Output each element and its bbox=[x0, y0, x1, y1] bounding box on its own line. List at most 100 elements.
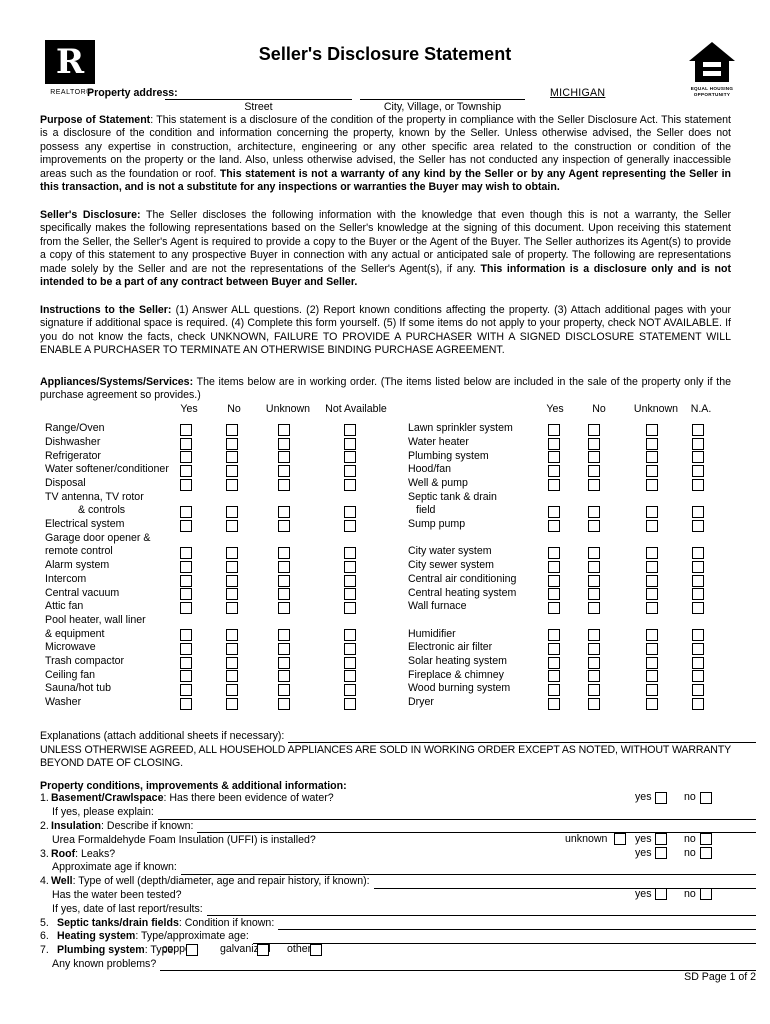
right-appliance-checkbox[interactable] bbox=[692, 519, 704, 532]
right-appliance-checkbox[interactable] bbox=[646, 560, 658, 573]
left-appliance-checkbox[interactable] bbox=[180, 697, 192, 710]
right-appliance-checkbox[interactable] bbox=[692, 684, 704, 697]
left-appliance-checkbox[interactable] bbox=[226, 684, 238, 697]
right-appliance-checkbox[interactable] bbox=[646, 451, 658, 464]
city-field[interactable] bbox=[360, 87, 525, 100]
insulation-describe-field[interactable] bbox=[197, 832, 756, 834]
left-appliance-checkbox[interactable] bbox=[278, 547, 290, 560]
left-appliance-checkbox[interactable] bbox=[344, 437, 356, 450]
right-appliance-checkbox[interactable] bbox=[588, 656, 600, 669]
left-appliance-checkbox[interactable] bbox=[278, 465, 290, 478]
right-appliance-checkbox[interactable] bbox=[692, 656, 704, 669]
left-appliance-checkbox[interactable] bbox=[278, 588, 290, 601]
left-appliance-checkbox[interactable] bbox=[180, 424, 192, 436]
right-appliance-checkbox[interactable] bbox=[548, 684, 560, 697]
left-appliance-checkbox[interactable] bbox=[226, 560, 238, 573]
street-field[interactable] bbox=[165, 87, 352, 100]
right-appliance-checkbox[interactable] bbox=[588, 519, 600, 532]
left-appliance-checkbox[interactable] bbox=[226, 588, 238, 601]
left-appliance-checkbox[interactable] bbox=[278, 643, 290, 655]
right-appliance-checkbox[interactable] bbox=[646, 643, 658, 655]
left-appliance-checkbox[interactable] bbox=[226, 643, 238, 655]
left-appliance-checkbox[interactable] bbox=[226, 519, 238, 532]
left-appliance-checkbox[interactable] bbox=[180, 574, 192, 587]
right-appliance-checkbox[interactable] bbox=[646, 574, 658, 587]
right-appliance-checkbox[interactable] bbox=[588, 465, 600, 478]
right-appliance-checkbox[interactable] bbox=[692, 451, 704, 464]
right-appliance-checkbox[interactable] bbox=[548, 670, 560, 683]
right-appliance-checkbox[interactable] bbox=[548, 478, 560, 491]
left-appliance-checkbox[interactable] bbox=[226, 697, 238, 710]
roof-leaks-yes-checkbox[interactable] bbox=[655, 846, 667, 859]
right-appliance-checkbox[interactable] bbox=[646, 424, 658, 436]
right-appliance-checkbox[interactable] bbox=[692, 601, 704, 614]
septic-condition-field[interactable] bbox=[278, 928, 756, 930]
left-appliance-checkbox[interactable] bbox=[344, 519, 356, 532]
right-appliance-checkbox[interactable] bbox=[588, 437, 600, 450]
right-appliance-checkbox[interactable] bbox=[646, 588, 658, 601]
plumbing-other-checkbox[interactable] bbox=[310, 943, 322, 956]
right-appliance-checkbox[interactable] bbox=[588, 588, 600, 601]
left-appliance-checkbox[interactable] bbox=[278, 451, 290, 464]
water-tested-yes-checkbox[interactable] bbox=[655, 888, 667, 901]
left-appliance-checkbox[interactable] bbox=[278, 601, 290, 614]
left-appliance-checkbox[interactable] bbox=[278, 670, 290, 683]
left-appliance-checkbox[interactable] bbox=[278, 437, 290, 450]
left-appliance-checkbox[interactable] bbox=[344, 670, 356, 683]
left-appliance-checkbox[interactable] bbox=[180, 519, 192, 532]
plumbing-copper-checkbox[interactable] bbox=[186, 943, 198, 956]
left-appliance-checkbox[interactable] bbox=[180, 670, 192, 683]
left-appliance-checkbox[interactable] bbox=[226, 547, 238, 560]
left-appliance-checkbox[interactable] bbox=[278, 684, 290, 697]
left-appliance-checkbox[interactable] bbox=[226, 437, 238, 450]
explanations-field[interactable] bbox=[288, 742, 756, 743]
right-appliance-checkbox[interactable] bbox=[588, 601, 600, 614]
left-appliance-checkbox[interactable] bbox=[180, 643, 192, 655]
basement-water-no-checkbox[interactable] bbox=[700, 791, 712, 804]
right-appliance-checkbox[interactable] bbox=[588, 506, 600, 519]
right-appliance-checkbox[interactable] bbox=[588, 451, 600, 464]
left-appliance-checkbox[interactable] bbox=[344, 643, 356, 655]
left-appliance-checkbox[interactable] bbox=[180, 656, 192, 669]
left-appliance-checkbox[interactable] bbox=[278, 656, 290, 669]
right-appliance-checkbox[interactable] bbox=[588, 684, 600, 697]
right-appliance-checkbox[interactable] bbox=[588, 670, 600, 683]
right-appliance-checkbox[interactable] bbox=[692, 478, 704, 491]
left-appliance-checkbox[interactable] bbox=[278, 574, 290, 587]
right-appliance-checkbox[interactable] bbox=[548, 643, 560, 655]
left-appliance-checkbox[interactable] bbox=[226, 601, 238, 614]
left-appliance-checkbox[interactable] bbox=[278, 424, 290, 436]
left-appliance-checkbox[interactable] bbox=[344, 451, 356, 464]
left-appliance-checkbox[interactable] bbox=[226, 506, 238, 519]
right-appliance-checkbox[interactable] bbox=[692, 560, 704, 573]
left-appliance-checkbox[interactable] bbox=[344, 560, 356, 573]
basement-explain-field[interactable] bbox=[157, 818, 756, 820]
right-appliance-checkbox[interactable] bbox=[646, 629, 658, 642]
right-appliance-checkbox[interactable] bbox=[692, 437, 704, 450]
heating-type-field[interactable] bbox=[252, 942, 756, 944]
right-appliance-checkbox[interactable] bbox=[588, 547, 600, 560]
left-appliance-checkbox[interactable] bbox=[226, 465, 238, 478]
left-appliance-checkbox[interactable] bbox=[180, 451, 192, 464]
right-appliance-checkbox[interactable] bbox=[692, 547, 704, 560]
right-appliance-checkbox[interactable] bbox=[548, 697, 560, 710]
left-appliance-checkbox[interactable] bbox=[226, 629, 238, 642]
uffi-yes-checkbox[interactable] bbox=[655, 833, 667, 846]
right-appliance-checkbox[interactable] bbox=[548, 588, 560, 601]
right-appliance-checkbox[interactable] bbox=[692, 506, 704, 519]
water-report-field[interactable] bbox=[206, 915, 756, 917]
right-appliance-checkbox[interactable] bbox=[548, 506, 560, 519]
left-appliance-checkbox[interactable] bbox=[344, 574, 356, 587]
left-appliance-checkbox[interactable] bbox=[180, 437, 192, 450]
right-appliance-checkbox[interactable] bbox=[646, 465, 658, 478]
right-appliance-checkbox[interactable] bbox=[588, 574, 600, 587]
left-appliance-checkbox[interactable] bbox=[226, 451, 238, 464]
right-appliance-checkbox[interactable] bbox=[548, 656, 560, 669]
left-appliance-checkbox[interactable] bbox=[180, 629, 192, 642]
right-appliance-checkbox[interactable] bbox=[646, 670, 658, 683]
left-appliance-checkbox[interactable] bbox=[278, 519, 290, 532]
left-appliance-checkbox[interactable] bbox=[344, 465, 356, 478]
left-appliance-checkbox[interactable] bbox=[180, 684, 192, 697]
left-appliance-checkbox[interactable] bbox=[278, 697, 290, 710]
left-appliance-checkbox[interactable] bbox=[226, 478, 238, 491]
